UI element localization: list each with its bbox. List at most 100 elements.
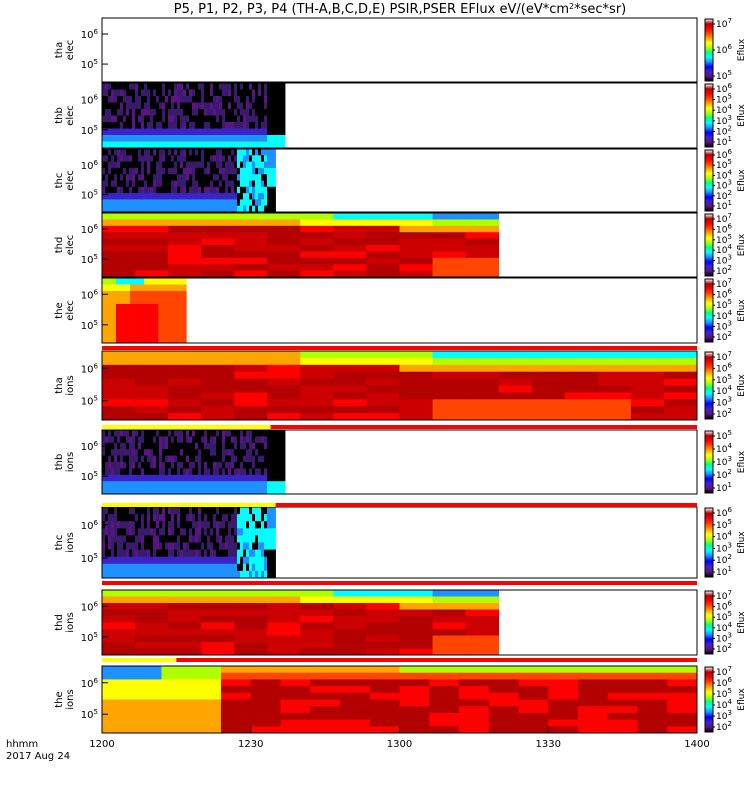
tick-label: 102 <box>716 468 732 481</box>
heatmap-cell <box>144 462 148 469</box>
heatmap-cell <box>201 474 205 482</box>
heatmap-cell <box>180 556 184 565</box>
heatmap-cell <box>213 102 217 110</box>
heatmap-cell <box>120 556 124 565</box>
heatmap-cell <box>261 186 265 194</box>
heatmap-cell <box>150 135 154 142</box>
heatmap-cell <box>399 225 433 233</box>
heatmap-cell <box>234 507 238 515</box>
heatmap-cell <box>105 186 109 194</box>
heatmap-cell <box>234 413 268 421</box>
heatmap-cell <box>186 487 190 495</box>
heatmap-cell <box>216 167 220 175</box>
heatmap-cell <box>204 481 208 488</box>
heatmap-cell <box>126 430 130 437</box>
heatmap-cell <box>246 442 250 450</box>
heatmap-cell <box>258 430 262 437</box>
heatmap-cell <box>186 167 190 175</box>
heatmap-cell <box>180 549 184 558</box>
heatmap-cell <box>667 719 698 727</box>
heatmap-cell <box>282 430 286 437</box>
heatmap-cell <box>465 238 500 246</box>
heatmap-cell <box>264 563 268 572</box>
heatmap-cell <box>192 542 196 550</box>
heatmap-cell <box>141 481 145 488</box>
heatmap-cell <box>255 193 259 200</box>
heatmap-cell <box>123 122 127 129</box>
heatmap-cell <box>234 186 238 194</box>
heatmap-cell <box>207 193 211 200</box>
heatmap-cell <box>138 481 142 488</box>
heatmap-cell <box>135 521 139 529</box>
heatmap-cell <box>246 205 250 213</box>
heatmap-cell <box>192 205 196 213</box>
heatmap-cell <box>171 83 175 90</box>
heatmap-cell <box>165 528 169 536</box>
heatmap-cell <box>270 174 274 181</box>
heatmap-cell <box>156 556 160 565</box>
heatmap-cell <box>240 442 244 450</box>
heatmap-cell <box>102 317 117 324</box>
heatmap-cell <box>130 291 145 298</box>
heatmap-cell <box>228 549 232 558</box>
heatmap-cell <box>135 528 139 536</box>
heatmap-cell <box>147 430 151 437</box>
heatmap-cell <box>132 455 136 463</box>
heatmap-cell <box>201 83 205 90</box>
heatmap-cell <box>195 155 199 162</box>
heatmap-cell <box>234 603 268 610</box>
heatmap-cell <box>189 436 193 444</box>
heatmap-cell <box>279 115 283 123</box>
heatmap-cell <box>429 666 460 674</box>
heatmap-cell <box>207 535 211 543</box>
heatmap-cell <box>246 193 250 200</box>
heatmap-cell <box>123 449 127 456</box>
heatmap-cell <box>108 528 112 536</box>
heatmap-cell <box>255 542 259 550</box>
heatmap-cell <box>204 535 208 543</box>
heatmap-cell <box>399 609 433 617</box>
heatmap-cell <box>250 706 281 714</box>
heatmap-cell <box>310 686 341 694</box>
heatmap-cell <box>216 507 220 515</box>
heatmap-cell <box>222 155 226 162</box>
heatmap-cell <box>138 193 142 200</box>
heatmap-cell <box>168 462 172 469</box>
heatmap-cell <box>108 481 112 488</box>
heatmap-cell <box>249 436 253 444</box>
heatmap-cell <box>189 193 193 200</box>
heatmap-cell <box>399 603 433 610</box>
heatmap-cell <box>219 155 223 162</box>
heatmap-cell <box>270 442 274 450</box>
heatmap-cell <box>195 122 199 129</box>
heatmap-cell <box>213 174 217 181</box>
heatmap-cell <box>273 89 277 97</box>
heatmap-cell <box>213 122 217 129</box>
heatmap-cell <box>240 549 244 558</box>
heatmap-cell <box>105 174 109 181</box>
heatmap-cell <box>369 679 400 687</box>
heatmap-cell <box>105 135 109 142</box>
heatmap-cell <box>102 686 133 694</box>
heatmap-cell <box>177 474 181 482</box>
heatmap-cell <box>189 570 193 579</box>
heatmap-cell <box>252 570 256 579</box>
heatmap-cell <box>111 174 115 181</box>
heatmap-cell <box>252 474 256 482</box>
heatmap-cell <box>597 392 632 400</box>
heatmap-cell <box>111 549 115 558</box>
heatmap-cell <box>222 570 226 579</box>
heatmap-cell <box>255 474 259 482</box>
heatmap-cell <box>138 507 142 515</box>
heatmap-cell <box>267 238 301 246</box>
heatmap-cell <box>111 149 115 156</box>
heatmap-cell <box>144 135 148 142</box>
heatmap-cell <box>630 399 665 407</box>
heatmap-cell <box>168 378 202 386</box>
heatmap-cell <box>150 186 154 194</box>
heatmap-cell <box>120 128 124 136</box>
panel-label-probe: thd <box>54 237 65 254</box>
heatmap-cell <box>102 83 106 90</box>
heatmap-cell <box>243 141 247 149</box>
